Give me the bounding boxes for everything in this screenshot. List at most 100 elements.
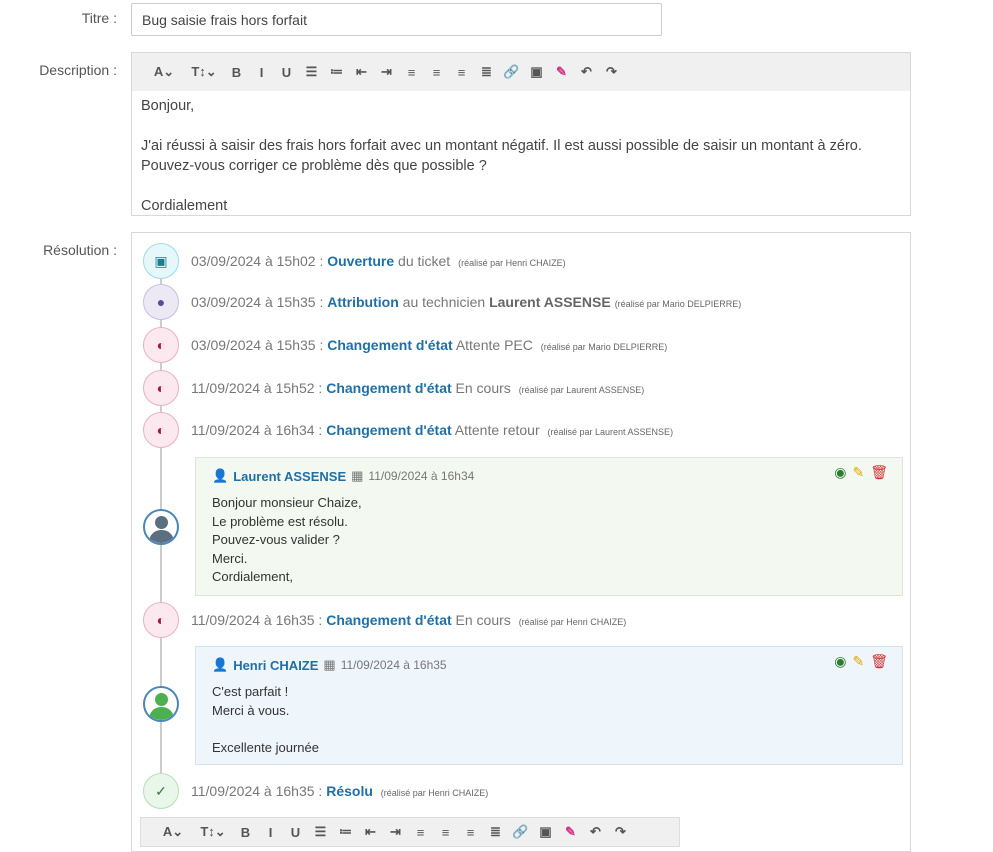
- title-label: Titre :: [81, 10, 117, 26]
- comment-line: C'est parfait !: [212, 684, 289, 699]
- color-picker-icon[interactable]: ✎: [565, 824, 576, 839]
- event-detail: En cours: [455, 612, 511, 628]
- comment-line: Merci.: [212, 550, 248, 566]
- timeline-event: ◐ 11/09/2024 à 16h34 : Changement d'état …: [143, 412, 673, 448]
- timeline-event: ● 03/09/2024 à 15h35 : Attribution au tec…: [143, 284, 741, 320]
- event-detail: En cours: [455, 380, 511, 396]
- event-author: (réalisé par Henri CHAIZE): [380, 788, 489, 798]
- event-text: 11/09/2024 à 16h35 : Résolu (réalisé par…: [191, 783, 488, 799]
- user-icon: ●: [143, 284, 179, 320]
- align-left-icon[interactable]: ≡: [407, 64, 416, 80]
- half-circle-icon: ◐: [143, 327, 179, 363]
- avatar: [143, 686, 179, 722]
- justify-icon[interactable]: ≣: [481, 64, 492, 79]
- event-date: 11/09/2024 à 15h52 :: [191, 380, 323, 396]
- description-line: [141, 176, 901, 196]
- indent-icon[interactable]: ⇥: [381, 64, 392, 79]
- comment-line: Cordialement,: [212, 569, 293, 584]
- description-content[interactable]: Bonjour, J'ai réussi à saisir des frais h…: [132, 91, 910, 221]
- description-line: Pouvez-vous corriger ce problème dès que…: [141, 158, 487, 174]
- user-icon: 👤: [212, 657, 229, 672]
- event-detail: Attente retour: [454, 422, 540, 438]
- numbered-list-icon[interactable]: ≔: [330, 64, 343, 79]
- half-circle-icon: ◐: [143, 602, 179, 638]
- resolution-label: Résolution :: [43, 242, 117, 258]
- comment-card: 👤 Henri CHAIZE ▦ 11/09/2024 à 16h35 ◉ ✎ 🗑 C'e…: [195, 646, 903, 765]
- edit-icon[interactable]: ✎: [852, 464, 865, 480]
- link-icon[interactable]: 🔗: [512, 824, 529, 839]
- bold-icon[interactable]: B: [231, 64, 242, 80]
- comment-date: 11/09/2024 à 16h35: [340, 658, 447, 672]
- redo-icon[interactable]: ↷: [615, 824, 626, 839]
- event-author: (réalisé par Laurent ASSENSE): [518, 385, 645, 395]
- bullet-list-icon[interactable]: ☰: [314, 824, 327, 839]
- reply-editor-toolbar: A⌄ T↕⌄ B I U ☰ ≔ ⇤ ⇥ ≡ ≡ ≡ ≣ 🔗 ▣ ✎ ↶ ↷: [140, 817, 680, 847]
- align-center-icon[interactable]: ≡: [432, 64, 441, 80]
- view-icon[interactable]: ◉: [834, 653, 847, 669]
- event-date: 03/09/2024 à 15h35 :: [191, 294, 324, 310]
- comment-card: 👤 Laurent ASSENSE ▦ 11/09/2024 à 16h34 ◉ ✎ 🗑 …: [195, 457, 903, 596]
- avatar: [143, 509, 179, 545]
- outdent-icon[interactable]: ⇤: [365, 824, 376, 839]
- event-text: 03/09/2024 à 15h35 : Changement d'état A…: [191, 337, 667, 353]
- align-left-icon[interactable]: ≡: [416, 824, 425, 840]
- undo-icon[interactable]: ↶: [590, 824, 601, 839]
- event-date: 11/09/2024 à 16h34 :: [191, 422, 323, 438]
- indent-icon[interactable]: ⇥: [390, 824, 401, 839]
- align-right-icon[interactable]: ≡: [457, 64, 466, 80]
- event-date: 11/09/2024 à 16h35 :: [191, 783, 323, 799]
- text-size-icon[interactable]: T↕⌄: [191, 64, 217, 79]
- comment-author: Henri CHAIZE: [233, 657, 319, 673]
- event-detail: Attente PEC: [455, 337, 533, 353]
- delete-icon[interactable]: 🗑: [870, 464, 888, 480]
- text-size-icon[interactable]: T↕⌄: [200, 824, 226, 839]
- check-icon: ✓: [143, 773, 179, 809]
- color-picker-icon[interactable]: ✎: [556, 64, 567, 79]
- event-detail: du ticket: [398, 253, 451, 269]
- description-line: [141, 116, 901, 136]
- align-center-icon[interactable]: ≡: [441, 824, 450, 840]
- event-author: (réalisé par Henri CHAIZE): [518, 617, 627, 627]
- event-text: 11/09/2024 à 16h35 : Changement d'état E…: [191, 612, 626, 628]
- event-author: (réalisé par Laurent ASSENSE): [547, 427, 674, 437]
- underline-icon[interactable]: U: [281, 64, 292, 80]
- event-author: (réalisé par Mario DELPIERRE): [614, 299, 742, 309]
- comment-line: Merci à vous.: [212, 702, 290, 718]
- event-text: 11/09/2024 à 15h52 : Changement d'état E…: [191, 380, 644, 396]
- edit-icon[interactable]: ✎: [852, 653, 865, 669]
- event-action: Changement d'état: [326, 612, 452, 628]
- delete-icon[interactable]: 🗑: [870, 653, 888, 669]
- half-circle-icon: ◐: [143, 370, 179, 406]
- title-input[interactable]: [131, 3, 662, 36]
- image-icon[interactable]: ▣: [539, 824, 552, 839]
- italic-icon[interactable]: I: [259, 64, 264, 80]
- italic-icon[interactable]: I: [268, 824, 273, 840]
- image-icon[interactable]: ▣: [530, 64, 543, 79]
- numbered-list-icon[interactable]: ≔: [339, 824, 352, 839]
- comment-line: Le problème est résolu.: [212, 513, 348, 529]
- redo-icon[interactable]: ↷: [606, 64, 617, 79]
- view-icon[interactable]: ◉: [834, 464, 847, 480]
- event-person: Laurent ASSENSE: [489, 294, 611, 310]
- justify-icon[interactable]: ≣: [490, 824, 501, 839]
- calendar-icon: ▦: [351, 468, 364, 483]
- undo-icon[interactable]: ↶: [581, 64, 592, 79]
- align-right-icon[interactable]: ≡: [466, 824, 475, 840]
- event-date: 11/09/2024 à 16h35 :: [191, 612, 323, 628]
- event-action: Changement d'état: [326, 422, 452, 438]
- font-icon[interactable]: A⌄: [162, 824, 184, 839]
- font-icon[interactable]: A⌄: [153, 64, 175, 79]
- underline-icon[interactable]: U: [290, 824, 301, 840]
- description-label: Description :: [39, 62, 117, 78]
- timeline-event: ▣ 03/09/2024 à 15h02 : Ouverture du ticke…: [143, 243, 566, 279]
- calendar-plus-icon: ▣: [143, 243, 179, 279]
- event-action: Ouverture: [327, 253, 395, 269]
- bullet-list-icon[interactable]: ☰: [305, 64, 318, 79]
- outdent-icon[interactable]: ⇤: [356, 64, 367, 79]
- event-action: Changement d'état: [326, 380, 452, 396]
- link-icon[interactable]: 🔗: [503, 64, 520, 79]
- description-editor[interactable]: A⌄ T↕⌄ B I U ☰ ≔ ⇤ ⇥ ≡ ≡ ≡ ≣ 🔗 ▣ ✎ ↶ ↷ Bonjour, J'ai réuss…: [131, 52, 911, 216]
- comment-line: [212, 720, 886, 739]
- event-text: 03/09/2024 à 15h02 : Ouverture du ticket…: [191, 253, 566, 269]
- bold-icon[interactable]: B: [240, 824, 251, 840]
